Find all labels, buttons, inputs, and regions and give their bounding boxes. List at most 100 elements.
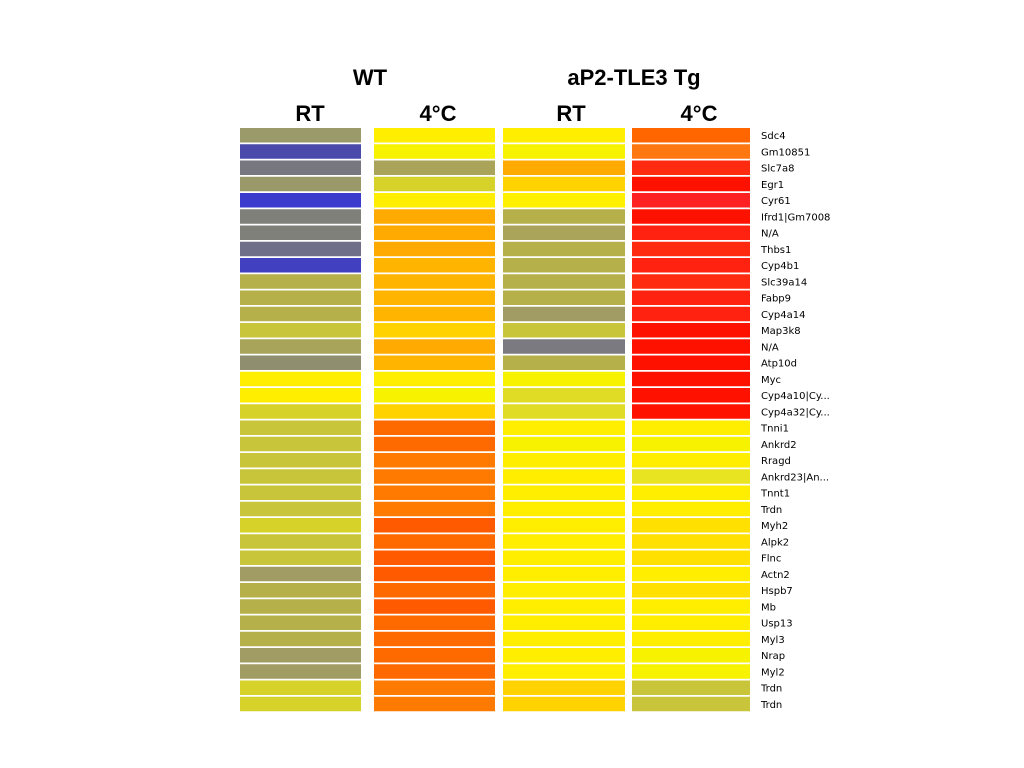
heatmap-cell-r14-c0 bbox=[240, 355, 361, 370]
gene-label: Cyp4a14 bbox=[761, 310, 805, 321]
heatmap-cell-r15-c0 bbox=[240, 371, 361, 387]
heatmap-cell-r3-c3 bbox=[632, 176, 750, 192]
heatmap-cell-r12-c2 bbox=[503, 323, 625, 338]
heatmap-cell-r5-c1 bbox=[374, 209, 495, 224]
heatmap-cell-r6-c1 bbox=[374, 225, 495, 240]
heatmap-cell-r34-c3 bbox=[632, 680, 750, 695]
heatmap-cell-r9-c0 bbox=[240, 274, 361, 289]
heatmap-cell-r20-c1 bbox=[374, 453, 495, 468]
heatmap-cell-r24-c2 bbox=[503, 518, 625, 533]
heatmap-cell-r30-c2 bbox=[503, 615, 625, 630]
heatmap-cell-r16-c1 bbox=[374, 388, 495, 403]
gene-label: Usp13 bbox=[761, 619, 793, 630]
heatmap-cell-r21-c2 bbox=[503, 469, 625, 484]
heatmap-cell-r35-c3 bbox=[632, 696, 750, 712]
heatmap-cell-r0-c0 bbox=[240, 128, 361, 143]
heatmap-cell-r25-c3 bbox=[632, 534, 750, 549]
heatmap-cell-r21-c3 bbox=[632, 469, 750, 484]
gene-label: Thbs1 bbox=[760, 245, 791, 256]
heatmap-cell-r2-c3 bbox=[632, 160, 750, 175]
heatmap-cell-r27-c1 bbox=[374, 566, 495, 582]
heatmap-cell-r10-c0 bbox=[240, 290, 361, 305]
gene-label: Slc7a8 bbox=[761, 164, 794, 175]
heatmap-cell-r31-c0 bbox=[240, 631, 361, 647]
heatmap-cell-r18-c2 bbox=[503, 420, 625, 435]
heatmap-cell-r34-c2 bbox=[503, 680, 625, 695]
heatmap-cell-r12-c1 bbox=[374, 323, 495, 338]
heatmap-cell-r7-c2 bbox=[503, 241, 625, 257]
heatmap-cell-r20-c3 bbox=[632, 453, 750, 468]
heatmap-cell-r31-c3 bbox=[632, 631, 750, 647]
heatmap-cell-r23-c0 bbox=[240, 501, 361, 517]
heatmap-cell-r35-c0 bbox=[240, 696, 361, 712]
gene-labels: Sdc4 Gm10851 Slc7a8 Egr1 Cyr61 Ifrd1|Gm7008 N/… bbox=[760, 131, 830, 711]
heatmap-cell-r0-c2 bbox=[503, 128, 625, 143]
heatmap-cell-r20-c2 bbox=[503, 453, 625, 468]
gene-label: Hspb7 bbox=[761, 586, 793, 597]
heatmap-cell-r5-c3 bbox=[632, 209, 750, 224]
heatmap-cell-r14-c1 bbox=[374, 355, 495, 370]
gene-label: N/A bbox=[761, 229, 779, 240]
heatmap-cell-r23-c3 bbox=[632, 501, 750, 517]
gene-label: Alpk2 bbox=[761, 537, 789, 548]
heatmap-cell-r9-c2 bbox=[503, 274, 625, 289]
gene-label: Slc39a14 bbox=[761, 277, 807, 288]
gene-label: Ifrd1|Gm7008 bbox=[761, 212, 830, 223]
heatmap-cell-r10-c2 bbox=[503, 290, 625, 305]
heatmap-cell-r19-c1 bbox=[374, 436, 495, 452]
heatmap-cell-r29-c1 bbox=[374, 599, 495, 614]
column-title-3: 4°C bbox=[681, 101, 718, 126]
heatmap-cell-r12-c0 bbox=[240, 323, 361, 338]
heatmap-cell-r16-c2 bbox=[503, 388, 625, 403]
heatmap-cell-r9-c1 bbox=[374, 274, 495, 289]
heatmap-cell-r28-c0 bbox=[240, 583, 361, 598]
gene-label: Map3k8 bbox=[761, 326, 801, 337]
heatmap-cell-r20-c0 bbox=[240, 453, 361, 468]
heatmap-cell-r8-c2 bbox=[503, 258, 625, 273]
gene-label: Tnnt1 bbox=[760, 489, 790, 500]
gene-label: Myc bbox=[761, 375, 781, 386]
heatmap-cell-r17-c0 bbox=[240, 404, 361, 419]
group-title-1: aP2-TLE3 Tg bbox=[567, 65, 700, 90]
heatmap-cell-r18-c3 bbox=[632, 420, 750, 435]
heatmap-cell-r13-c1 bbox=[374, 339, 495, 354]
heatmap-cell-r24-c0 bbox=[240, 518, 361, 533]
heatmap-cell-r0-c3 bbox=[632, 128, 750, 143]
gene-label: Ankrd2 bbox=[761, 440, 797, 451]
heatmap-cell-r16-c0 bbox=[240, 388, 361, 403]
gene-label: Trdn bbox=[760, 684, 782, 695]
heatmap-cell-r2-c1 bbox=[374, 160, 495, 175]
heatmap-cell-r16-c3 bbox=[632, 388, 750, 403]
heatmap-cell-r23-c1 bbox=[374, 501, 495, 517]
heatmap-cell-r26-c1 bbox=[374, 550, 495, 565]
heatmap-cell-r15-c1 bbox=[374, 371, 495, 387]
gene-label: Egr1 bbox=[761, 180, 784, 191]
heatmap-cell-r22-c2 bbox=[503, 485, 625, 500]
heatmap-cell-r29-c2 bbox=[503, 599, 625, 614]
heatmap-cell-r8-c0 bbox=[240, 258, 361, 273]
heatmap-cell-r15-c3 bbox=[632, 371, 750, 387]
gene-label: Cyr61 bbox=[761, 196, 791, 207]
column-title-1: 4°C bbox=[420, 101, 457, 126]
heatmap-cell-r12-c3 bbox=[632, 323, 750, 338]
heatmap-cell-r15-c2 bbox=[503, 371, 625, 387]
gene-label: Myl3 bbox=[761, 635, 785, 646]
heatmap-cell-r10-c1 bbox=[374, 290, 495, 305]
gene-label: Myh2 bbox=[761, 521, 788, 532]
heatmap-titles: WT aP2-TLE3 Tg RT 4°C RT 4°C bbox=[295, 65, 717, 126]
heatmap-cell-r9-c3 bbox=[632, 274, 750, 289]
heatmap-cell-r33-c2 bbox=[503, 664, 625, 679]
heatmap-cell-r3-c2 bbox=[503, 176, 625, 192]
heatmap-cell-r7-c1 bbox=[374, 241, 495, 257]
heatmap-cell-r6-c3 bbox=[632, 225, 750, 240]
heatmap-cell-r32-c3 bbox=[632, 648, 750, 663]
heatmap-cell-r25-c2 bbox=[503, 534, 625, 549]
heatmap-cell-r28-c3 bbox=[632, 583, 750, 598]
heatmap-cell-r14-c2 bbox=[503, 355, 625, 370]
heatmap-cell-r7-c3 bbox=[632, 241, 750, 257]
heatmap-cell-r11-c1 bbox=[374, 306, 495, 322]
heatmap-cell-r33-c0 bbox=[240, 664, 361, 679]
heatmap-cell-r26-c0 bbox=[240, 550, 361, 565]
heatmap-cell-r1-c1 bbox=[374, 144, 495, 159]
